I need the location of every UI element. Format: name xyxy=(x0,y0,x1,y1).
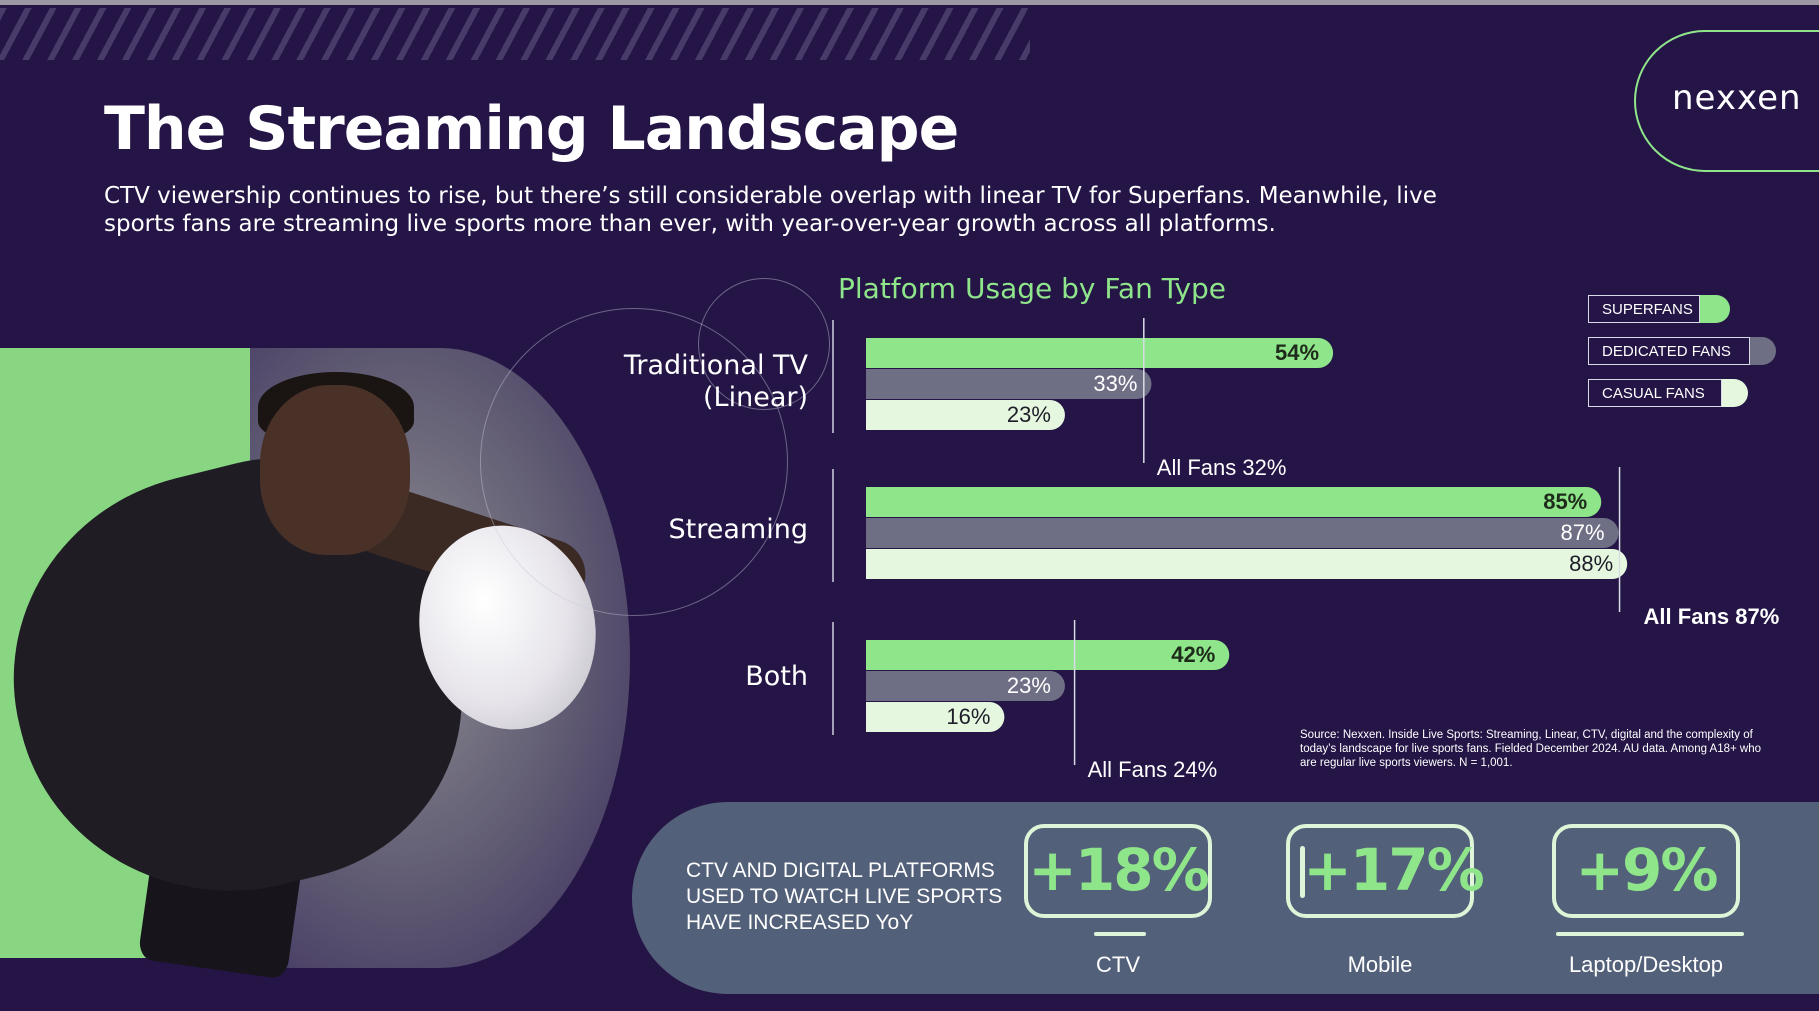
legend-label: DEDICATED FANS xyxy=(1602,343,1731,360)
bar-value-label: 42% xyxy=(1171,642,1215,667)
bar-value-label: 23% xyxy=(1007,402,1051,427)
top-border xyxy=(0,0,1819,5)
category-label-streaming: Streaming xyxy=(668,514,808,545)
legend-box xyxy=(1588,337,1750,365)
decorative-ring-small xyxy=(698,278,830,410)
growth-panel xyxy=(632,802,1819,994)
mobile-icon xyxy=(1300,846,1305,898)
legend-label: CASUAL FANS xyxy=(1602,385,1705,402)
all-fans-label: All Fans 32% xyxy=(1157,455,1287,480)
stat-label-laptop: Laptop/Desktop xyxy=(1568,952,1724,977)
stat-box-mobile xyxy=(1286,824,1474,918)
stat-label-ctv: CTV xyxy=(1096,952,1140,977)
all-fans-label: All Fans 24% xyxy=(1088,757,1218,782)
stat-label-mobile: Mobile xyxy=(1347,952,1413,977)
page-title: The Streaming Landscape xyxy=(104,94,959,164)
bar xyxy=(866,518,1619,548)
category-label-both: Both xyxy=(745,661,808,692)
page-subtitle: CTV viewership continues to rise, but th… xyxy=(104,183,1437,237)
bar-value-label: 33% xyxy=(1093,371,1137,396)
legend-label: SUPERFANS xyxy=(1602,301,1693,318)
legend-item-casual: CASUAL FANS xyxy=(1588,379,1748,407)
bar xyxy=(866,400,1065,430)
bar xyxy=(866,369,1152,399)
laptop-icon xyxy=(1556,932,1744,936)
chart-title: Platform Usage by Fan Type xyxy=(838,272,1227,305)
stat-value-mobile: +17% xyxy=(1303,836,1484,904)
stat-box-laptop xyxy=(1552,824,1740,918)
athlete-head xyxy=(260,385,410,555)
legend-box xyxy=(1588,379,1722,407)
stat-value-laptop: +9% xyxy=(1575,836,1718,904)
bar-value-label: 54% xyxy=(1275,340,1319,365)
bar xyxy=(866,640,1230,670)
bar-value-label: 88% xyxy=(1569,551,1613,576)
decorative-ring xyxy=(480,308,788,616)
legend-item-dedicated: DEDICATED FANS xyxy=(1588,337,1776,365)
stat-value-ctv: +18% xyxy=(1028,836,1209,904)
bar xyxy=(866,487,1602,517)
bar-value-label: 85% xyxy=(1543,489,1587,514)
legend-box xyxy=(1588,295,1700,323)
stat-box-ctv xyxy=(1024,824,1212,918)
legend-item-superfans: SUPERFANS xyxy=(1588,295,1730,323)
bar xyxy=(866,338,1334,368)
brand-logo: nexxen xyxy=(1672,78,1802,118)
bar xyxy=(866,549,1628,579)
bar xyxy=(866,702,1005,732)
source-note: Source: Nexxen. Inside Live Sports: Stre… xyxy=(1300,729,1762,769)
growth-panel-text: CTV AND DIGITAL PLATFORMS USED TO WATCH … xyxy=(686,859,1003,934)
all-fans-label: All Fans 87% xyxy=(1644,604,1780,629)
decorative-stripes xyxy=(0,8,1030,60)
category-label-linear: Traditional TV (Linear) xyxy=(623,350,808,413)
logo-frame xyxy=(1634,30,1819,172)
bar-value-label: 23% xyxy=(1007,673,1051,698)
bar-value-label: 16% xyxy=(946,704,990,729)
bar-value-label: 87% xyxy=(1561,520,1605,545)
tv-icon xyxy=(1094,932,1146,936)
bar xyxy=(866,671,1065,701)
